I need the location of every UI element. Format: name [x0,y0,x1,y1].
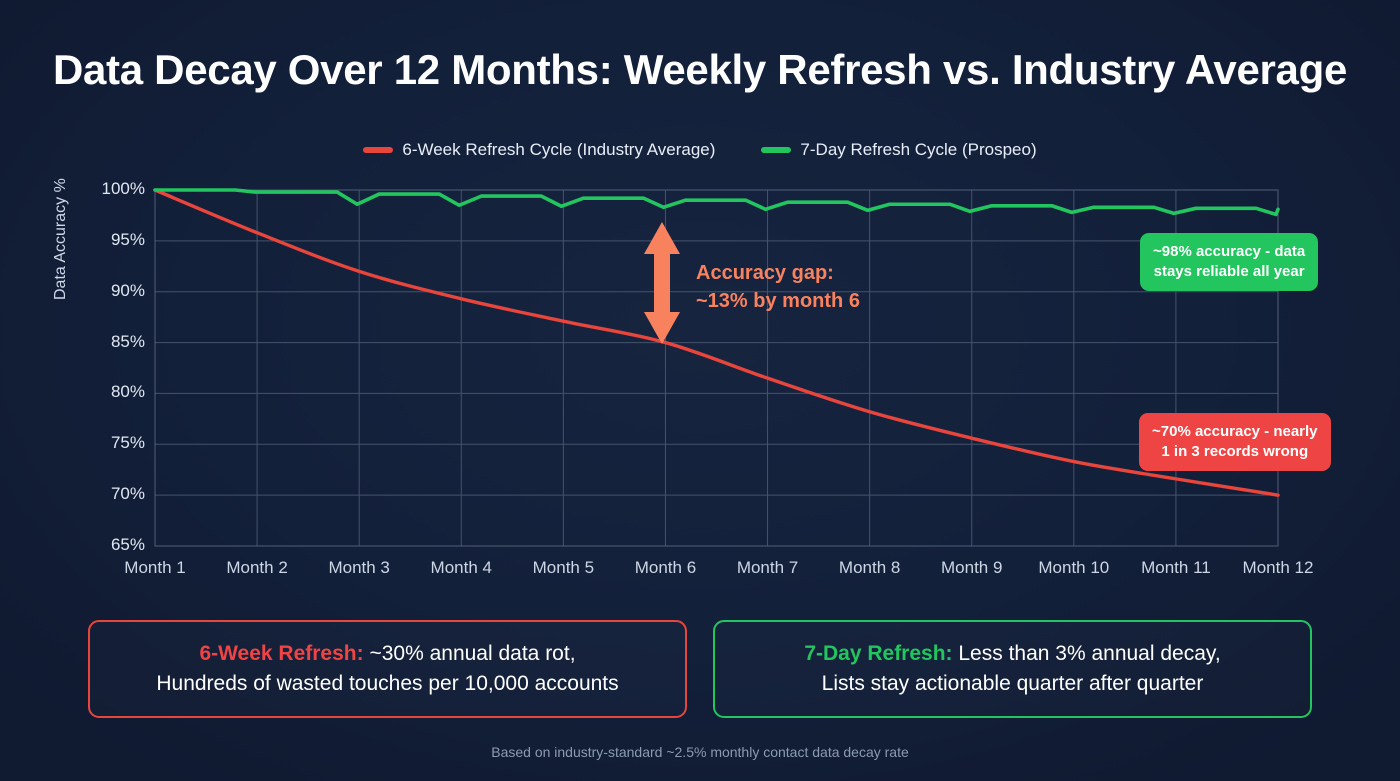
x-axis-tick-label: Month 6 [634,558,697,577]
summary-row: 6-Week Refresh: ~30% annual data rot, Hu… [88,620,1312,718]
callout-green-line1: ~98% accuracy - data [1153,243,1306,260]
summary-box-industry: 6-Week Refresh: ~30% annual data rot, Hu… [88,620,687,718]
summary-industry-line1: 6-Week Refresh: ~30% annual data rot, [104,639,671,669]
summary-prospeo-line1: 7-Day Refresh: Less than 3% annual decay… [729,639,1296,669]
legend-label-industry: 6-Week Refresh Cycle (Industry Average) [402,140,716,159]
grid-lines [154,189,1279,547]
x-axis-tick-label: Month 7 [736,558,799,577]
summary-box-prospeo: 7-Day Refresh: Less than 3% annual decay… [713,620,1312,718]
legend-item-prospeo[interactable]: 7-Day Refresh Cycle (Prospeo) [761,140,1037,160]
plot-border [154,189,1279,547]
x-axis-tick-label: Month 4 [430,558,492,577]
x-axis-tick-label: Month 12 [1242,558,1314,577]
x-axis-tick-label: Month 9 [941,558,1003,577]
accuracy-gap-line2: ~13% by month 6 [696,289,860,312]
x-axis-tick-label: Month 1 [124,558,186,577]
x-axis-tick-label: Month 3 [328,558,390,577]
x-axis-tick-label: Month 8 [838,558,901,577]
accuracy-gap-line1: Accuracy gap: [696,262,834,284]
summary-industry-line2: Hundreds of wasted touches per 10,000 ac… [156,671,619,695]
accuracy-gap-arrow [644,222,680,344]
chart-legend: 6-Week Refresh Cycle (Industry Average) … [0,140,1400,160]
legend-item-industry[interactable]: 6-Week Refresh Cycle (Industry Average) [363,140,715,160]
x-axis-tick-label: Month 10 [1038,558,1110,577]
page-title: Data Decay Over 12 Months: Weekly Refres… [52,46,1348,93]
callout-green: ~98% accuracy - data stays reliable all … [1140,233,1319,291]
summary-industry-strong: 6-Week Refresh: [199,642,364,665]
footer-note: Based on industry-standard ~2.5% monthly… [491,744,909,760]
x-axis-tick-label: Month 2 [226,558,288,577]
callout-red-line1: ~70% accuracy - nearly [1152,423,1318,440]
callout-red: ~70% accuracy - nearly 1 in 3 records wr… [1139,413,1331,471]
callout-red-line2: 1 in 3 records wrong [1161,442,1309,460]
summary-prospeo-line2: Lists stay actionable quarter after quar… [821,671,1204,695]
legend-swatch-prospeo [761,147,792,153]
summary-prospeo-rest: Less than 3% annual decay, [952,642,1221,665]
summary-prospeo-strong: 7-Day Refresh: [804,642,953,665]
x-axis-tick-label: Month 11 [1141,558,1211,577]
series-line-industry [153,188,1280,497]
series-line-prospeo [153,188,1280,217]
accuracy-gap-label: Accuracy gap: ~13% by month 6 [696,260,860,315]
legend-swatch-industry [363,147,394,153]
callout-green-line2: stays reliable all year [1153,262,1305,280]
summary-industry-rest: ~30% annual data rot, [363,642,576,665]
x-axis-tick-label: Month 5 [532,558,595,577]
legend-label-prospeo: 7-Day Refresh Cycle (Prospeo) [800,140,1037,159]
